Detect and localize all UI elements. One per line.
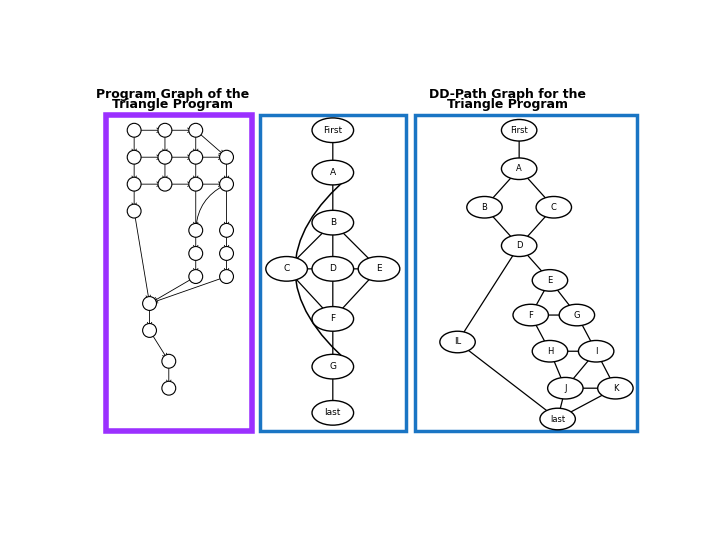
Ellipse shape [578,340,614,362]
Text: B: B [482,202,487,212]
Circle shape [220,224,233,237]
Ellipse shape [312,354,354,379]
Text: H: H [546,347,553,356]
Circle shape [189,224,203,237]
Circle shape [158,150,172,164]
Ellipse shape [598,377,633,399]
Text: C: C [551,202,557,212]
Circle shape [189,123,203,137]
Text: E: E [547,276,552,285]
Ellipse shape [359,256,400,281]
Ellipse shape [501,235,537,256]
Ellipse shape [540,408,575,430]
Bar [415,115,637,430]
Circle shape [189,177,203,191]
Text: B: B [330,218,336,227]
Circle shape [127,204,141,218]
Ellipse shape [513,304,549,326]
Circle shape [127,177,141,191]
Circle shape [220,177,233,191]
Ellipse shape [559,304,595,326]
Text: K: K [613,384,618,393]
Circle shape [127,123,141,137]
Circle shape [189,269,203,284]
Ellipse shape [501,158,537,179]
Bar [260,115,406,430]
Circle shape [189,247,203,260]
Text: last: last [550,415,565,423]
Ellipse shape [536,197,572,218]
Ellipse shape [312,211,354,235]
Circle shape [189,150,203,164]
Ellipse shape [266,256,307,281]
Text: F: F [528,310,533,320]
Ellipse shape [532,340,567,362]
Text: D: D [329,265,336,273]
Text: First: First [323,126,343,135]
Circle shape [143,323,156,338]
Ellipse shape [312,401,354,425]
Circle shape [143,296,156,310]
Ellipse shape [312,307,354,331]
Ellipse shape [501,119,537,141]
Circle shape [127,150,141,164]
Text: Triangle Program: Triangle Program [447,98,568,111]
Text: E: E [376,265,382,273]
Text: D: D [516,241,523,250]
Text: F: F [330,314,336,323]
Text: C: C [284,265,289,273]
Text: G: G [574,310,580,320]
Ellipse shape [548,377,583,399]
Circle shape [162,354,176,368]
Circle shape [162,381,176,395]
Text: Triangle Program: Triangle Program [112,98,233,111]
Ellipse shape [312,118,354,143]
Text: IL: IL [454,338,461,347]
Text: DD-Path Graph for the: DD-Path Graph for the [429,88,586,101]
Text: A: A [516,164,522,173]
Circle shape [158,123,172,137]
Ellipse shape [312,160,354,185]
Ellipse shape [440,331,475,353]
Circle shape [220,269,233,284]
Circle shape [158,177,172,191]
Text: J: J [564,384,567,393]
Ellipse shape [532,269,567,291]
Text: I: I [595,347,598,356]
Text: A: A [330,168,336,177]
Text: last: last [325,408,341,417]
Text: First: First [510,126,528,135]
Ellipse shape [312,256,354,281]
Ellipse shape [467,197,503,218]
Circle shape [220,150,233,164]
Text: Program Graph of the: Program Graph of the [96,88,249,101]
Bar [106,115,252,430]
Circle shape [220,247,233,260]
Text: G: G [329,362,336,371]
